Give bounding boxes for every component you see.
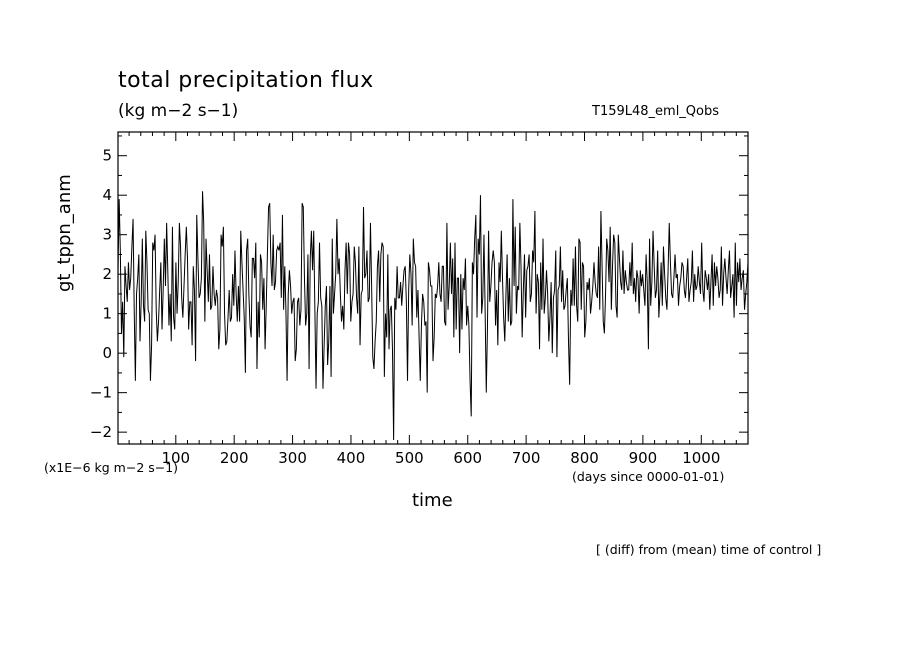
series-line [117, 191, 749, 441]
run-label: T159L48_eml_Qobs [592, 104, 720, 119]
chart-title: total precipitation flux [118, 68, 374, 93]
y-tick-label: 2 [102, 265, 112, 283]
y-tick-label: −2 [90, 423, 112, 441]
x-tick-label: 1000 [682, 449, 720, 467]
x-tick-label: 500 [395, 449, 424, 467]
y-tick-label: 1 [102, 305, 112, 323]
y-scale-label: (x1E−6 kg m−2 s−1) [44, 460, 179, 475]
x-tick-label: 100 [161, 449, 190, 467]
x-tick-label: 800 [570, 449, 599, 467]
x-tick-label: 300 [278, 449, 307, 467]
x-axis: 100 200 300 400 500 600 700 800 900 1000 [128, 132, 737, 467]
x-units-label: (days since 0000-01-01) [572, 469, 725, 484]
x-tick-label: 600 [453, 449, 482, 467]
x-axis-label: time [412, 490, 453, 511]
y-tick-label: 5 [102, 147, 112, 165]
x-tick-label: 700 [512, 449, 541, 467]
x-tick-label: 200 [220, 449, 249, 467]
y-tick-label: 0 [102, 344, 112, 362]
x-tick-label: 900 [629, 449, 658, 467]
y-tick-label: 4 [102, 186, 112, 204]
y-tick-label: 3 [102, 226, 112, 244]
y-axis: −2 −1 0 1 2 3 4 5 [90, 135, 748, 441]
y-tick-label: −1 [90, 384, 112, 402]
units-label: (kg m−2 s−1) [118, 101, 239, 121]
x-tick-label: 400 [337, 449, 366, 467]
note-label: [ (diff) from (mean) time of control ] [596, 542, 822, 557]
